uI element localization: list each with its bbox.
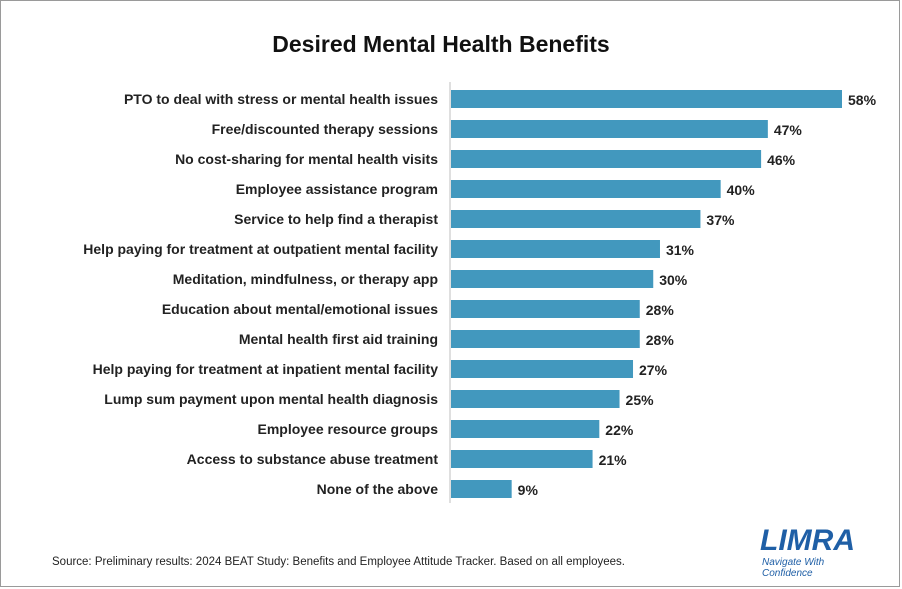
value-label-7: 28% xyxy=(646,302,675,318)
bar-13 xyxy=(451,480,512,498)
category-label-13: None of the above xyxy=(317,481,439,497)
category-label-1: Free/discounted therapy sessions xyxy=(212,121,439,137)
logo-wordmark: LIMRA xyxy=(760,524,855,557)
category-label-4: Service to help find a therapist xyxy=(234,211,438,227)
category-label-2: No cost-sharing for mental health visits xyxy=(175,151,438,167)
value-label-6: 30% xyxy=(659,272,688,288)
bar-11 xyxy=(451,420,600,438)
value-label-10: 25% xyxy=(626,392,655,408)
value-label-12: 21% xyxy=(599,452,628,468)
bar-12 xyxy=(451,450,593,468)
limra-logo: LIMRA Navigate With Confidence xyxy=(760,524,855,579)
bars-group xyxy=(451,90,842,498)
category-label-9: Help paying for treatment at inpatient m… xyxy=(93,361,439,377)
logo-tagline-line2: Confidence xyxy=(762,568,813,579)
value-label-13: 9% xyxy=(518,482,539,498)
category-label-6: Meditation, mindfulness, or therapy app xyxy=(173,271,438,287)
value-label-3: 40% xyxy=(727,182,756,198)
bar-0 xyxy=(451,90,842,108)
logo-tagline-line1: Navigate With xyxy=(762,557,825,568)
value-label-11: 22% xyxy=(605,422,634,438)
bar-7 xyxy=(451,300,640,318)
bar-6 xyxy=(451,270,654,288)
bar-9 xyxy=(451,360,634,378)
category-label-11: Employee resource groups xyxy=(257,421,438,437)
category-labels: PTO to deal with stress or mental health… xyxy=(83,91,438,497)
bar-3 xyxy=(451,180,721,198)
bar-5 xyxy=(451,240,660,258)
value-label-1: 47% xyxy=(774,122,803,138)
chart-title: Desired Mental Health Benefits xyxy=(272,31,609,57)
value-label-5: 31% xyxy=(666,242,695,258)
category-label-5: Help paying for treatment at outpatient … xyxy=(83,241,438,257)
source-note: Source: Preliminary results: 2024 BEAT S… xyxy=(52,556,625,568)
value-label-8: 28% xyxy=(646,332,675,348)
category-label-0: PTO to deal with stress or mental health… xyxy=(124,91,438,107)
value-label-0: 58% xyxy=(848,92,877,108)
category-label-8: Mental health first aid training xyxy=(239,331,438,347)
category-label-7: Education about mental/emotional issues xyxy=(162,301,438,317)
bar-10 xyxy=(451,390,620,408)
category-label-3: Employee assistance program xyxy=(236,181,438,197)
value-labels: 58% 47% 46% 40% 37% 31% 30% 28% 28% 27% 25% 22% 21% 9… xyxy=(518,92,877,498)
value-label-2: 46% xyxy=(767,152,796,168)
bar-2 xyxy=(451,150,762,168)
bar-1 xyxy=(451,120,768,138)
value-label-9: 27% xyxy=(639,362,668,378)
value-label-4: 37% xyxy=(706,212,735,228)
category-label-12: Access to substance abuse treatment xyxy=(187,451,439,467)
bar-4 xyxy=(451,210,701,228)
bar-8 xyxy=(451,330,640,348)
category-label-10: Lump sum payment upon mental health diag… xyxy=(104,391,438,407)
